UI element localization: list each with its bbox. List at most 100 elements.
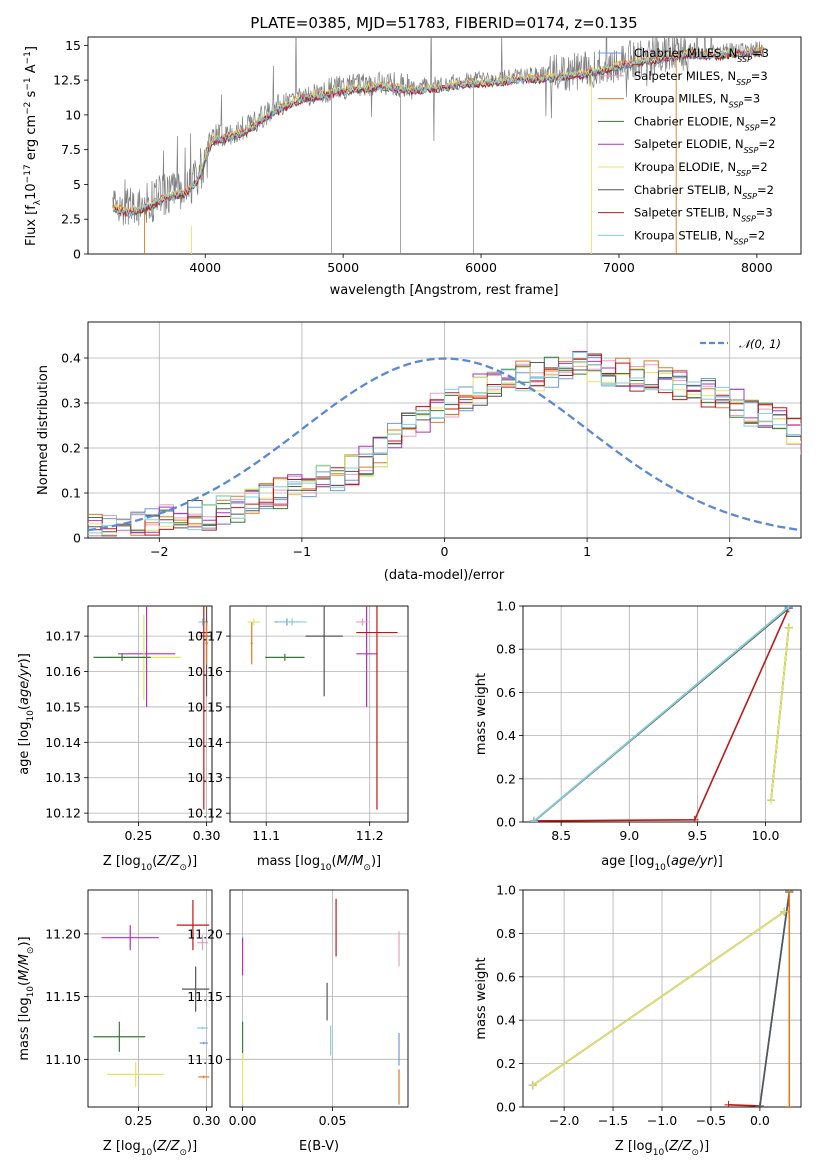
axis-ticks: 11.1 11.2 10.12 10.13 10.14 10.15 10.16 10.17 (187, 629, 383, 843)
y-tick-label: 0.0 (496, 1100, 516, 1115)
label-part: 10 (26, 986, 36, 998)
legend-text: SSP (742, 191, 757, 200)
axes-frame (229, 605, 409, 823)
y-tick-label: 0.2 (496, 771, 516, 786)
y-tick-label: 11.20 (187, 926, 223, 941)
legend-text: =3 (751, 69, 768, 83)
label-part: mass [log (17, 997, 32, 1060)
axes-frame (87, 889, 213, 1108)
y-tick-label: 0.2 (496, 1056, 516, 1071)
x-tick-label: 1 (583, 544, 591, 559)
label-part: ] (24, 46, 39, 51)
y-tick-label: 10.13 (187, 770, 223, 785)
label-part: ( (332, 854, 337, 869)
mass-weight-line (532, 911, 785, 1086)
plot-area (247, 606, 398, 810)
legend-text: SSP (745, 123, 760, 132)
legend-entry: 𝒩(0, 1) (739, 337, 781, 351)
label-part: Z [log (103, 1139, 141, 1154)
label-part: ( (17, 981, 32, 986)
y-tick-label: 10.16 (45, 664, 81, 679)
error-bar-point (117, 606, 176, 707)
plot-area (528, 890, 794, 1107)
x-tick-label: 0.25 (124, 1113, 152, 1128)
error-bar-point (182, 966, 210, 1012)
error-bar-point (197, 935, 208, 951)
y-tick-label: 10.17 (45, 629, 81, 644)
error-bar-point (93, 653, 151, 661)
legend-entry: Chabrier STELIB, NSSP=2 (634, 183, 774, 201)
legend-text: SSP (736, 77, 751, 86)
y-tick-label: 10.15 (45, 699, 81, 714)
label-part: M/M (17, 954, 32, 981)
x-tick-label: −1.5 (598, 1113, 628, 1128)
plot-area (93, 606, 212, 810)
y-tick-label: 11.15 (45, 989, 81, 1004)
label-part: mass [log (257, 854, 320, 869)
legend-entry: Chabrier MILES, NSSP=3 (634, 46, 769, 64)
error-bar-point (265, 653, 305, 661)
label-part: )] (187, 1139, 197, 1154)
y-tick-label: 0.1 (61, 486, 81, 501)
plus-marker (755, 1102, 764, 1107)
y-tick-label: 10.12 (45, 806, 81, 821)
legend-entry: Chabrier ELODIE, NSSP=2 (634, 114, 776, 131)
y-tick-label: 10.14 (45, 735, 81, 750)
axis-ticks: 0.00 0.05 11.10 11.15 11.20 (187, 926, 346, 1128)
label-part: 10 (653, 1148, 665, 1158)
histogram-step-line (88, 351, 801, 537)
legend-text: Salpeter ELODIE, N (634, 137, 744, 151)
x-axis-label: age [log10(age/yr)] (601, 854, 723, 873)
legend-entry: Salpeter ELODIE, NSSP=2 (634, 137, 775, 155)
y-axis-label: mass [log10(M/M⊙)] (17, 936, 36, 1060)
y-tick-label: 15 (65, 38, 81, 53)
x-tick-label: 5000 (327, 260, 359, 275)
y-tick-label: 2.5 (61, 212, 81, 227)
normal-distribution-curve (88, 357, 801, 532)
error-bar-point (305, 606, 343, 697)
error-bar-point (197, 1026, 208, 1030)
y-tick-label: 0.4 (496, 1013, 516, 1028)
legend-text: SSP (741, 214, 756, 223)
plus-marker (724, 1100, 733, 1107)
error-bar-point (205, 621, 208, 665)
legend-text: =2 (751, 160, 768, 174)
mass-weight-line (728, 892, 791, 1107)
error-bar-point (198, 606, 210, 810)
label-part: Z/Z (668, 1139, 692, 1154)
y-tick-label: 5 (73, 177, 81, 192)
axes-frame (522, 605, 802, 823)
legend-text: =3 (743, 92, 760, 106)
legend-text: Kroupa MILES, N (634, 92, 729, 106)
y-axis-label: mass weight (474, 673, 489, 755)
y-tick-label: 0.0 (496, 815, 516, 830)
plus-marker (780, 907, 789, 916)
legend-entry: Salpeter MILES, NSSP=3 (634, 69, 768, 87)
weight-vs-metallicity-panel: −2.0 −1.5 −1.0 −0.5 0.0 0.0 0.2 0.4 0.6 0.8 1.0 Z [… (474, 883, 802, 1158)
label-part: erg cm (24, 115, 39, 164)
x-tick-label: 0.0 (750, 1113, 770, 1128)
plus-marker (784, 623, 793, 632)
histogram-step-line (88, 360, 801, 537)
y-tick-label: 10.14 (187, 735, 223, 750)
legend-text: Kroupa ELODIE, N (634, 160, 736, 174)
label-part: M/M (337, 854, 364, 869)
x-tick-label: 0.05 (319, 1113, 347, 1128)
axes-frame (87, 605, 213, 823)
x-tick-label: 9.5 (687, 828, 707, 843)
plot-area (529, 606, 793, 822)
label-part: ⊙ (179, 1148, 187, 1158)
legend-text: =3 (756, 206, 773, 220)
legend-text: Kroupa STELIB, N (634, 228, 734, 242)
y-axis-label: mass weight (474, 957, 489, 1039)
label-part: ( (152, 854, 157, 869)
age-vs-mass-panel: 11.1 11.2 10.12 10.13 10.14 10.15 10.16 10.17 ma… (187, 605, 409, 873)
label-part: ⊙ (26, 947, 36, 955)
y-tick-label: 10.16 (187, 664, 223, 679)
label-part: age/yr (671, 854, 714, 869)
histogram-step-line (88, 353, 801, 536)
label-part: )] (17, 653, 32, 663)
plot-area (93, 900, 210, 1087)
label-part: s (24, 90, 39, 101)
mass-weight-line (759, 892, 791, 1107)
